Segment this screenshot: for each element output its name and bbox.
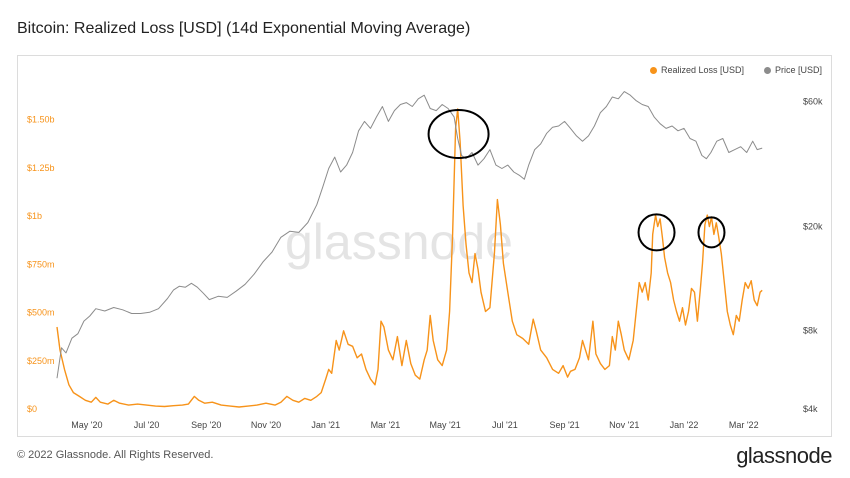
left-axis-tick-1: $250m bbox=[27, 356, 55, 366]
legend-item-price[interactable]: Price [USD] bbox=[764, 65, 822, 75]
x-axis-tick-4: Jan '21 bbox=[311, 420, 340, 430]
chart-panel bbox=[17, 55, 832, 437]
right-axis-tick-2: $20k bbox=[803, 221, 823, 231]
price-line bbox=[56, 91, 763, 379]
watermark: glassnode bbox=[285, 214, 513, 270]
x-axis-tick-9: Nov '21 bbox=[609, 420, 639, 430]
x-axis-tick-10: Jan '22 bbox=[670, 420, 699, 430]
x-axis-tick-5: Mar '21 bbox=[371, 420, 401, 430]
realized-loss-dot-icon bbox=[650, 66, 657, 74]
x-axis-tick-11: Mar '22 bbox=[729, 420, 759, 430]
highlight-circle-1 bbox=[637, 213, 676, 252]
left-axis-tick-3: $750m bbox=[27, 259, 55, 269]
copyright-footer: © 2022 Glassnode. All Rights Reserved. bbox=[17, 449, 214, 461]
x-axis-tick-6: May '21 bbox=[430, 420, 461, 430]
left-axis-tick-2: $500m bbox=[27, 308, 55, 318]
x-axis-tick-1: Jul '20 bbox=[134, 420, 160, 430]
price-dot-icon bbox=[764, 66, 771, 74]
legend-label-realized-loss: Realized Loss [USD] bbox=[661, 65, 745, 75]
legend-label-price: Price [USD] bbox=[775, 65, 823, 75]
x-axis-tick-0: May '20 bbox=[71, 420, 102, 430]
highlight-circle-2 bbox=[697, 216, 726, 249]
x-axis-tick-8: Sep '21 bbox=[549, 420, 579, 430]
glassnode-logo: glassnode bbox=[736, 443, 832, 468]
chart-title: Bitcoin: Realized Loss [USD] (14d Expone… bbox=[17, 20, 471, 37]
x-axis-tick-7: Jul '21 bbox=[492, 420, 518, 430]
realized-loss-line bbox=[56, 108, 763, 408]
left-axis-tick-6: $1.50b bbox=[27, 115, 55, 125]
right-axis-tick-0: $4k bbox=[803, 404, 818, 414]
right-axis-tick-3: $60k bbox=[803, 97, 823, 107]
highlight-circle-0 bbox=[427, 109, 490, 160]
left-axis-tick-4: $1b bbox=[27, 211, 42, 221]
legend-item-realized-loss[interactable]: Realized Loss [USD] bbox=[650, 65, 744, 75]
x-axis-tick-2: Sep '20 bbox=[191, 420, 221, 430]
left-axis-tick-0: $0 bbox=[27, 404, 37, 414]
left-axis-tick-5: $1.25b bbox=[27, 163, 55, 173]
x-axis-tick-3: Nov '20 bbox=[251, 420, 281, 430]
right-axis-tick-1: $8k bbox=[803, 325, 818, 335]
